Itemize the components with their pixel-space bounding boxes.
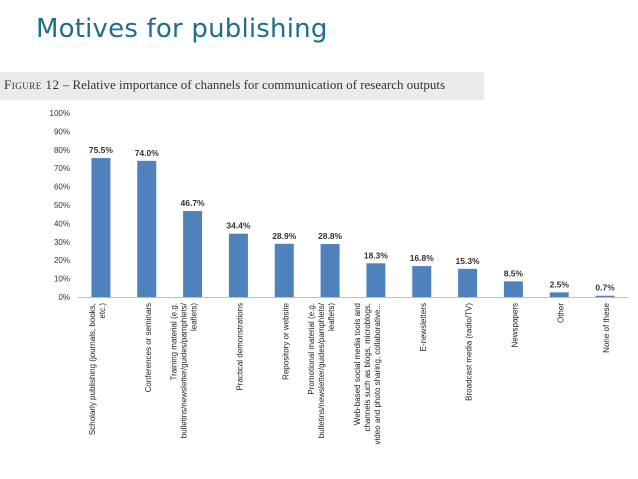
category-label: Training material (e.g.bulletins/newslet… (170, 302, 199, 438)
data-label: 8.5% (504, 268, 524, 278)
bar (595, 295, 615, 297)
y-tick-label: 60% (54, 183, 70, 192)
category-label: E-newsletters (419, 303, 428, 351)
bar (137, 160, 157, 297)
bar (320, 244, 340, 297)
figure-caption-prefix: Figure 12 (4, 77, 60, 92)
data-label: 16.8% (410, 253, 435, 263)
category-label-line: etc.) (98, 303, 107, 319)
data-label: 28.8% (318, 231, 343, 241)
y-tick-label: 40% (54, 219, 70, 228)
category-label: Web-based social media tools andchannels… (353, 303, 382, 444)
y-tick-label: 0% (58, 293, 70, 302)
category-label-line: channels such as blogs, microblogs, (363, 303, 372, 432)
bars (91, 158, 615, 297)
category-label-line: E-newsletters (419, 303, 428, 351)
category-label-line: Repository or website (281, 302, 290, 379)
category-label-line: None of these (602, 302, 611, 352)
data-label: 46.7% (181, 198, 206, 208)
data-label: 15.3% (456, 256, 481, 266)
data-label: 0.7% (595, 283, 615, 293)
category-label-line: Web-based social media tools and (353, 303, 362, 425)
category-label-line: bulletins/newsletter/guides/pamphlets/ (180, 302, 189, 438)
data-label: 2.5% (550, 279, 570, 289)
y-tick-label: 20% (54, 256, 70, 265)
y-tick-label: 10% (54, 275, 70, 284)
category-label-line: Conferences or seminars (144, 303, 153, 392)
category-label-line: leaflets) (327, 303, 336, 331)
category-label-line: Other (556, 303, 565, 323)
category-label-line: Promotional material (e.g. (307, 303, 316, 395)
data-label: 28.9% (272, 231, 297, 241)
category-label: Scholarly publishing (journals, books,et… (88, 303, 107, 435)
slide-title: Motives for publishing (36, 14, 328, 44)
data-label: 74.0% (135, 148, 160, 158)
category-label-line: leaflets) (190, 303, 199, 331)
category-label: Repository or website (281, 302, 290, 379)
y-tick-label: 90% (54, 127, 70, 136)
category-label: Promotional material (e.g.bulletins/news… (307, 302, 336, 438)
data-label: 18.3% (364, 250, 389, 260)
figure-caption-bar: Figure 12 – Relative importance of chann… (0, 72, 484, 100)
figure-caption-text: – Relative importance of channels for co… (59, 77, 446, 92)
y-tick-label: 100% (50, 109, 70, 118)
y-axis: 0% 10% 20% 30% 40% 50% 60% 70% 80% 90% 100% (50, 109, 628, 302)
y-tick-label: 50% (54, 201, 70, 210)
category-label: Practical demonstrations (235, 303, 244, 391)
category-label-line: Scholarly publishing (journals, books, (88, 303, 97, 435)
category-label: None of these (602, 302, 611, 352)
bar (274, 243, 294, 297)
data-labels: 75.5% 74.0% 46.7% 34.4% 28.9% 28.8% 18.3% 16.8%… (89, 145, 615, 293)
category-label: Conferences or seminars (144, 303, 153, 392)
category-labels: Scholarly publishing (journals, books,et… (88, 302, 611, 444)
bar (183, 211, 203, 297)
bar (366, 263, 386, 297)
bar (503, 281, 523, 297)
bar (91, 158, 111, 297)
category-label-line: Training material (e.g. (170, 303, 179, 381)
figure-caption: Figure 12 – Relative importance of chann… (4, 77, 445, 93)
bar (412, 266, 432, 297)
category-label-line: bulletins/newsletter/guides/pamphlets/ (317, 302, 326, 438)
bar (228, 233, 248, 297)
data-label: 75.5% (89, 145, 114, 155)
y-tick-label: 70% (54, 164, 70, 173)
category-label-line: Newspapers (510, 303, 519, 347)
bar (549, 292, 569, 297)
bar (458, 268, 478, 297)
data-label: 34.4% (226, 221, 251, 231)
category-label-line: Practical demonstrations (235, 303, 244, 391)
category-label: Broadcast media (radio/TV) (465, 303, 474, 401)
category-label-line: video and photo sharing, collaborative..… (373, 303, 382, 444)
y-tick-label: 80% (54, 146, 70, 155)
category-label: Newspapers (510, 303, 519, 347)
y-tick-label: 30% (54, 238, 70, 247)
category-label-line: Broadcast media (radio/TV) (465, 303, 474, 401)
category-label: Other (556, 303, 565, 323)
